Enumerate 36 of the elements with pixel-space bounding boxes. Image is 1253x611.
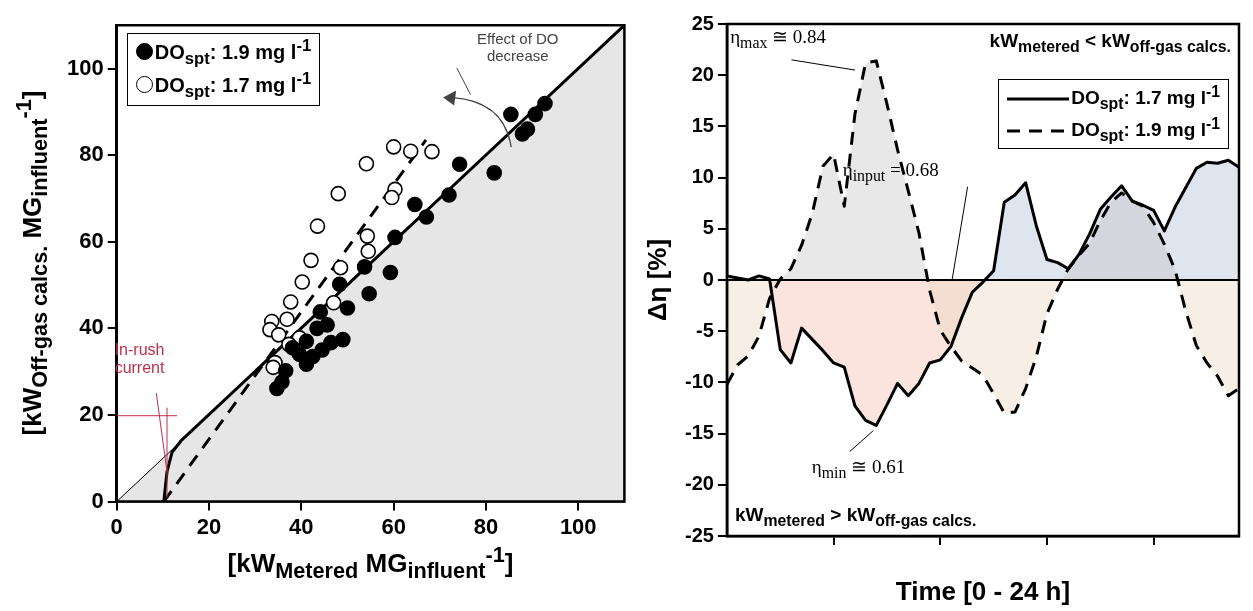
y-tick-label: 40 bbox=[79, 314, 104, 340]
y-tick-label: -20 bbox=[685, 472, 714, 495]
y-tick-label: 20 bbox=[79, 401, 104, 427]
legend-label: DO$_{spt}$: 1.7 mg l$^{-1}$ bbox=[1071, 83, 1220, 113]
annotation: kW$_{metered}$ < kW$_{off-gas calcs.}$ bbox=[989, 30, 1231, 56]
x-axis-title: [kW$_{Metered}$ MG$_{influent}$$^{-1}$] bbox=[226, 541, 515, 584]
x-tick-label: 60 bbox=[381, 513, 406, 539]
legend-label: DO$_{spt}$: 1.7 mg l$^{-1}$ bbox=[154, 69, 312, 102]
x-tick-label: 40 bbox=[289, 513, 314, 539]
y-tick-label: 15 bbox=[691, 113, 714, 136]
legend-label: DO$_{spt}$: 1.9 mg l$^{-1}$ bbox=[1071, 114, 1220, 145]
annotation: η$_{input}$ = 0.68 bbox=[842, 159, 939, 186]
y-tick-label: 20 bbox=[691, 62, 714, 85]
y-tick-label: -10 bbox=[685, 369, 714, 392]
annotation: Effect of DO decrease bbox=[476, 29, 560, 64]
legend-label: DO$_{spt}$: 1.9 mg l$^{-1}$ bbox=[154, 36, 312, 68]
y-tick-label: -15 bbox=[685, 421, 714, 444]
y-tick-label: -25 bbox=[685, 523, 714, 546]
y-tick-label: 60 bbox=[79, 227, 104, 253]
x-axis-title: Time [0 - 24 h] bbox=[894, 576, 1072, 607]
y-tick-label: 10 bbox=[691, 165, 714, 188]
annotation: η$_{min}$ ≅ 0.61 bbox=[811, 456, 906, 483]
y-tick-label: 0 bbox=[91, 487, 104, 513]
y-tick-label: 25 bbox=[691, 11, 714, 34]
y-axis-title: Δη [%] bbox=[641, 238, 673, 322]
y-tick-label: 100 bbox=[66, 54, 104, 80]
annotation: η$_{max}$ ≅ 0.84 bbox=[730, 26, 827, 53]
y-tick-label: 5 bbox=[702, 216, 714, 239]
x-tick-label: 0 bbox=[110, 513, 123, 539]
y-tick-label: -5 bbox=[696, 318, 714, 341]
annotation: kW$_{metered}$ > kW$_{off-gas calcs.}$ bbox=[734, 504, 977, 530]
y-tick-label: 80 bbox=[79, 141, 104, 167]
x-tick-label: 80 bbox=[473, 513, 499, 539]
x-tick-label: 20 bbox=[196, 513, 222, 539]
y-tick-label: 0 bbox=[702, 267, 714, 290]
x-tick-label: 100 bbox=[559, 513, 597, 539]
